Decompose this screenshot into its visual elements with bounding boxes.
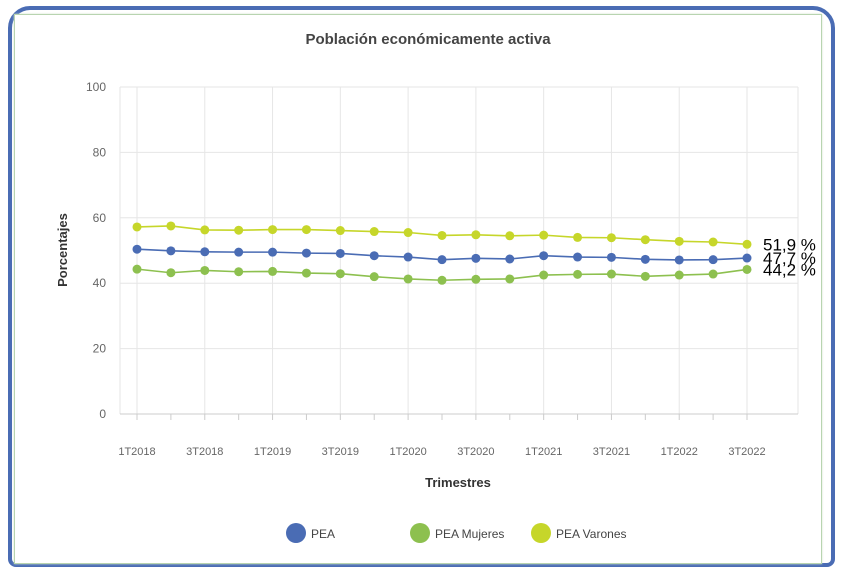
legend-marker-pea-varones xyxy=(531,523,551,543)
grid-lines xyxy=(119,86,799,420)
data-point-pea[interactable] xyxy=(301,248,311,258)
x-axis-title: Trimestres xyxy=(425,475,491,490)
end-labels: 47,7 %44,2 % 51,9 % xyxy=(763,235,816,279)
chart-title: Población económicamente activa xyxy=(305,31,551,48)
data-point-pea-mujeres[interactable] xyxy=(573,269,583,279)
data-point-pea[interactable] xyxy=(708,255,718,265)
data-point-pea-varones[interactable] xyxy=(132,222,142,232)
data-point-pea[interactable] xyxy=(471,253,481,263)
data-point-pea-varones[interactable] xyxy=(505,231,515,241)
data-point-pea-varones[interactable] xyxy=(335,226,345,236)
data-point-pea-mujeres[interactable] xyxy=(301,268,311,278)
end-label-pea-mujeres: 44,2 % xyxy=(763,260,816,279)
x-tick-label: 3T2022 xyxy=(728,446,765,458)
x-tick-label: 1T2022 xyxy=(661,446,698,458)
data-point-pea-varones[interactable] xyxy=(234,225,244,235)
y-tick-label: 80 xyxy=(93,145,107,159)
data-point-pea-mujeres[interactable] xyxy=(640,271,650,281)
data-point-pea[interactable] xyxy=(166,246,176,256)
data-point-pea[interactable] xyxy=(640,254,650,264)
data-point-pea-varones[interactable] xyxy=(437,230,447,240)
data-point-pea[interactable] xyxy=(403,252,413,262)
data-point-pea-varones[interactable] xyxy=(369,227,379,237)
data-point-pea-mujeres[interactable] xyxy=(437,275,447,285)
end-label-pea: 47,7 % xyxy=(763,249,816,268)
y-axis-ticks: 0 20 40 60 80 100 xyxy=(86,80,106,421)
data-point-pea-varones[interactable] xyxy=(674,236,684,246)
x-tick-label: 3T2019 xyxy=(322,446,359,458)
legend-label-pea-mujeres: PEA Mujeres xyxy=(435,527,504,541)
data-point-pea[interactable] xyxy=(573,252,583,262)
data-point-pea[interactable] xyxy=(505,254,515,264)
legend-item-pea-varones[interactable]: PEA Varones xyxy=(531,523,627,543)
data-point-pea-mujeres[interactable] xyxy=(708,269,718,279)
data-point-pea[interactable] xyxy=(539,251,549,261)
legend-marker-pea xyxy=(286,523,306,543)
data-point-pea-varones[interactable] xyxy=(200,225,210,235)
data-point-pea-varones[interactable] xyxy=(573,232,583,242)
y-tick-label: 20 xyxy=(93,342,107,356)
data-point-pea-mujeres[interactable] xyxy=(132,264,142,274)
data-point-pea-varones[interactable] xyxy=(742,239,752,249)
data-point-pea[interactable] xyxy=(200,247,210,257)
data-point-pea-mujeres[interactable] xyxy=(369,272,379,282)
data-point-pea-mujeres[interactable] xyxy=(674,270,684,280)
legend-label-pea: PEA xyxy=(311,527,335,541)
legend: PEA PEA Mujeres PEA Varones xyxy=(286,523,627,543)
series-layer xyxy=(132,221,752,285)
chart-panel xyxy=(14,14,822,564)
data-point-pea-varones[interactable] xyxy=(606,233,616,243)
data-point-pea-varones[interactable] xyxy=(708,237,718,247)
data-point-pea-mujeres[interactable] xyxy=(200,265,210,275)
data-point-pea[interactable] xyxy=(335,248,345,258)
data-point-pea[interactable] xyxy=(268,247,278,257)
data-point-pea[interactable] xyxy=(742,253,752,263)
data-point-pea-mujeres[interactable] xyxy=(539,270,549,280)
y-tick-label: 40 xyxy=(93,276,107,290)
x-tick-label: 3T2018 xyxy=(186,446,223,458)
y-tick-label: 100 xyxy=(86,80,106,94)
legend-label-pea-varones: PEA Varones xyxy=(556,527,627,541)
data-point-pea[interactable] xyxy=(369,251,379,261)
data-point-pea-mujeres[interactable] xyxy=(505,274,515,284)
data-point-pea-mujeres[interactable] xyxy=(742,264,752,274)
data-point-pea-varones[interactable] xyxy=(268,225,278,235)
data-point-pea-mujeres[interactable] xyxy=(471,274,481,284)
x-axis-ticks: 1T2018 3T2018 1T2019 3T2019 1T2020 3T2020 1T20… xyxy=(118,446,765,458)
legend-item-pea[interactable]: PEA xyxy=(286,523,335,543)
data-point-pea-mujeres[interactable] xyxy=(166,268,176,278)
data-point-pea-varones[interactable] xyxy=(301,225,311,235)
y-tick-label: 0 xyxy=(99,407,106,421)
legend-marker-pea-mujeres xyxy=(410,523,430,543)
legend-item-pea-mujeres[interactable]: PEA Mujeres xyxy=(410,523,504,543)
data-point-pea-mujeres[interactable] xyxy=(234,267,244,277)
data-point-pea[interactable] xyxy=(132,244,142,254)
data-point-pea-varones[interactable] xyxy=(471,230,481,240)
data-point-pea[interactable] xyxy=(437,255,447,265)
data-point-pea-varones[interactable] xyxy=(539,230,549,240)
x-tick-label: 3T2021 xyxy=(593,446,630,458)
end-label-pea-varones: 51,9 % xyxy=(763,235,816,254)
y-axis-title: Porcentajes xyxy=(55,213,70,287)
data-point-pea-varones[interactable] xyxy=(403,228,413,238)
data-point-pea-mujeres[interactable] xyxy=(268,266,278,276)
data-point-pea-mujeres[interactable] xyxy=(335,269,345,279)
data-point-pea-mujeres[interactable] xyxy=(403,274,413,284)
x-tick-label: 1T2018 xyxy=(118,446,155,458)
data-point-pea[interactable] xyxy=(234,247,244,257)
y-tick-label: 60 xyxy=(93,211,107,225)
data-point-pea-mujeres[interactable] xyxy=(606,269,616,279)
x-tick-label: 3T2020 xyxy=(457,446,494,458)
data-point-pea[interactable] xyxy=(606,252,616,262)
x-tick-label: 1T2020 xyxy=(389,446,426,458)
data-point-pea-varones[interactable] xyxy=(166,221,176,231)
data-point-pea[interactable] xyxy=(674,255,684,265)
x-tick-label: 1T2021 xyxy=(525,446,562,458)
data-point-pea-varones[interactable] xyxy=(640,235,650,245)
x-tick-label: 1T2019 xyxy=(254,446,291,458)
